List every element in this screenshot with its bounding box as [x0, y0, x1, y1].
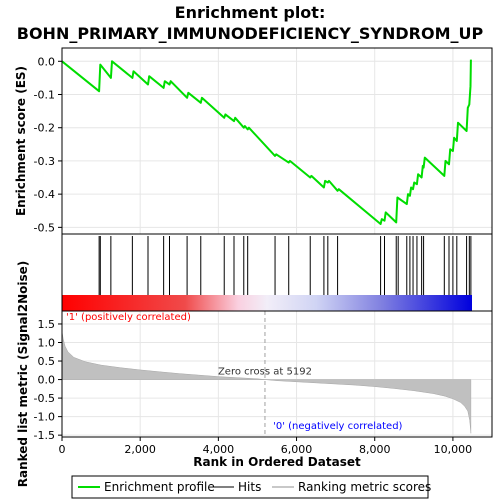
- enrichment-y-tick-label: -0.2: [34, 122, 55, 135]
- ranked-y-tick-label: 0.0: [38, 374, 56, 387]
- enrichment-y-tick-label: -0.5: [34, 221, 55, 234]
- ranked-x-tick-label: 10,000: [434, 443, 473, 456]
- ranked-y-axis-title: Ranked list metric (Signal2Noise): [16, 261, 30, 488]
- ranked-plot-border: [61, 310, 493, 438]
- ranked-y-ticks: 1.5 1.0 0.5 0.0 -0.5 -1.0 -1.5: [34, 318, 62, 442]
- ranked-list-panel: Zero cross at 5192 '1' (positively corre…: [16, 261, 493, 488]
- hit-lines: [98, 236, 472, 295]
- ranked-x-tick-label: 2,000: [124, 443, 156, 456]
- chart-title-line-1: Enrichment plot:: [175, 3, 326, 22]
- enrichment-plot-area: [62, 48, 492, 234]
- ranked-x-tick-label: 6,000: [281, 443, 313, 456]
- positively-correlated-label: '1' (positively correlated): [66, 312, 191, 323]
- ranking-metric-area: [61, 331, 472, 434]
- enrichment-gridlines: [62, 48, 492, 234]
- ranked-y-tick-label: 0.5: [38, 355, 56, 368]
- chart-title-line-2: BOHN_PRIMARY_IMMUNODEFICIENCY_SYNDROM_UP: [17, 24, 484, 43]
- enrichment-y-ticks: 0.0 -0.1 -0.2 -0.3 -0.4 -0.5: [34, 55, 62, 234]
- enrichment-profile-line: [61, 59, 472, 225]
- ranked-y-tick-label: -1.5: [34, 429, 55, 442]
- ranked-y-tick-label: 1.5: [38, 318, 56, 331]
- ranked-x-ticks: 0 2,000 4,000 6,000 8,000 10,000: [59, 437, 473, 456]
- zero-cross-label: Zero cross at 5192: [218, 367, 312, 378]
- legend-ranking-label: Ranking metric scores: [298, 480, 431, 494]
- hits-panel: [61, 233, 493, 312]
- enrichment-y-tick-label: -0.4: [34, 188, 55, 201]
- legend-box: [71, 475, 429, 499]
- enrichment-y-axis-title: Enrichment score (ES): [14, 66, 28, 216]
- legend-enrichment-label: Enrichment profile: [104, 480, 215, 494]
- ranked-y-tick-label: -1.0: [34, 411, 55, 424]
- ranked-y-tick-label: -0.5: [34, 392, 55, 405]
- legend-hits-label: Hits: [238, 480, 261, 494]
- enrichment-y-tick-label: -0.3: [34, 155, 55, 168]
- ranked-y-tick-label: 1.0: [38, 337, 56, 350]
- enrichment-panel: 0.0 -0.1 -0.2 -0.3 -0.4 -0.5 Enrichment score…: [14, 47, 493, 235]
- legend: Enrichment profile Hits Ranking metric s…: [71, 475, 431, 499]
- ranked-x-tick-label: 8,000: [359, 443, 391, 456]
- ranked-x-tick-label: 0: [59, 443, 66, 456]
- ranked-x-tick-label: 4,000: [203, 443, 235, 456]
- negatively-correlated-label: '0' (negatively correlated): [273, 421, 402, 432]
- enrichment-y-tick-label: 0.0: [38, 55, 56, 68]
- enrichment-y-tick-label: -0.1: [34, 89, 55, 102]
- ranked-x-axis-title: Rank in Ordered Dataset: [193, 455, 361, 469]
- rank-heat-bar: [62, 295, 472, 311]
